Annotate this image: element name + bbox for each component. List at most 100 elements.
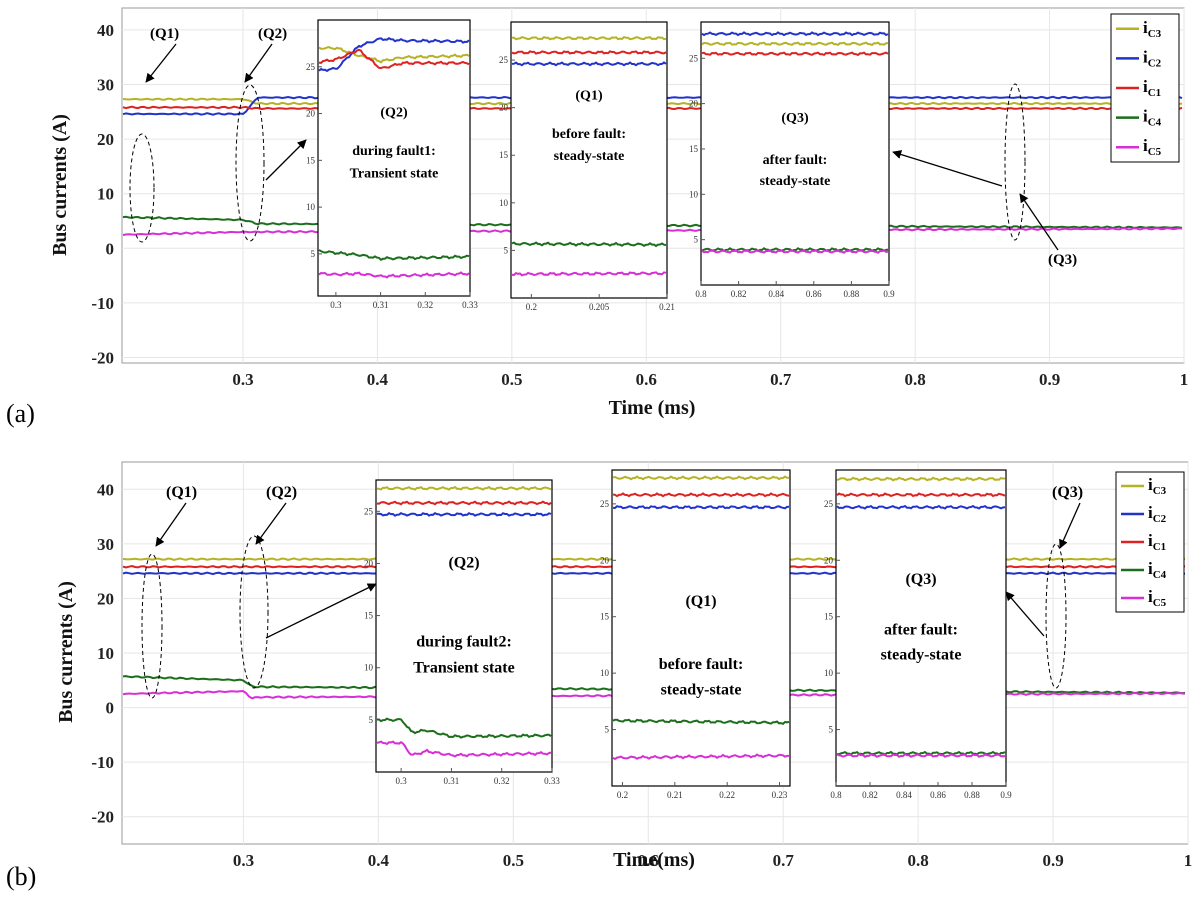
inset-y-tick-label: 10 (364, 663, 374, 673)
inset-x-tick-label: 0.88 (844, 289, 860, 299)
inset-y-tick-label: 20 (689, 99, 699, 109)
inset-x-tick-label: 0.23 (772, 790, 788, 800)
legend-label-c4: iC4 (1143, 107, 1162, 129)
y-tick-label: -10 (91, 753, 114, 772)
inset-y-tick-label: 5 (311, 249, 316, 259)
inset-y-tick-label: 10 (600, 668, 610, 678)
inset-x-tick-label: 0.2 (526, 302, 537, 312)
inset-label: (Q3) (781, 111, 809, 126)
inset-y-tick-label: 25 (689, 53, 699, 63)
inset-label: (Q1) (575, 88, 603, 103)
inset-series-ic1 (376, 500, 552, 506)
inset-x-tick-label: 0.32 (494, 776, 510, 786)
x-tick-label: 0.6 (636, 370, 657, 389)
inset-y-tick-label: 20 (824, 555, 834, 565)
panel-b-ellipse-q2 (239, 535, 269, 689)
inset-text-line1: after fault: (763, 153, 828, 168)
inset-text-line2: Transient state (350, 166, 439, 181)
legend-label-c1: iC1 (1143, 77, 1161, 99)
inset-y-tick-label: 25 (499, 55, 509, 65)
inset-y-tick-label: 15 (689, 144, 699, 154)
panel-a-annot-q3: (Q3) (1048, 252, 1077, 268)
y-tick-label: 20 (97, 589, 114, 608)
inset-x-tick-label: 0.2 (617, 790, 628, 800)
panel-a-arrow-q1 (145, 43, 177, 83)
inset-series-ic3 (318, 46, 470, 64)
inset-label: (Q1) (685, 593, 716, 610)
inset-x-tick-label: 0.82 (862, 790, 878, 800)
panel-b-annot-q3: (Q3) (1052, 484, 1083, 501)
panel-b-arrow-q3 (1059, 502, 1081, 549)
panel-b-arrow-q3-inset (1005, 591, 1045, 637)
panel-b-inset-q3: 25 20 15 10 5 0.8 0.82 0.84 0.86 0.88 0.9 (Q3) after… (824, 469, 1012, 800)
panel-a-arrow-q3 (1019, 193, 1059, 251)
y-tick-label: -20 (91, 808, 114, 827)
inset-series-ic4 (318, 249, 470, 262)
inset-y-tick-label: 15 (306, 155, 316, 165)
panel-b-x-axis-label: Time(ms) (613, 849, 695, 871)
panel-b-annot-q1: (Q1) (166, 484, 197, 501)
panel-b-inset-q1: 25 20 15 10 5 0.2 0.21 0.22 0.23 (Q1) before fault… (600, 469, 791, 800)
panel-a-x-ticks: 0.3 0.4 0.5 0.6 0.7 0.8 0.9 1 (232, 370, 1188, 389)
y-tick-label: 40 (97, 480, 114, 499)
x-tick-label: 0.6 (638, 851, 659, 870)
x-tick-label: 0.5 (501, 370, 522, 389)
legend-label-c4: iC4 (1148, 559, 1167, 581)
inset-series-ic1 (612, 492, 790, 498)
inset-y-tick-label: 15 (600, 612, 610, 622)
inset-series-ic5 (318, 271, 470, 279)
inset-x-tick-label: 0.31 (444, 776, 460, 786)
y-tick-label: -10 (91, 294, 114, 313)
inset-series-ic3 (836, 476, 1006, 482)
inset-series-ic2 (836, 504, 1006, 510)
inset-frame (700, 21, 890, 286)
x-tick-label: 0.8 (905, 370, 926, 389)
inset-y-tick-label: 20 (499, 103, 509, 113)
inset-x-tick-label: 0.82 (731, 289, 747, 299)
panel-a-arrow-q2 (244, 43, 273, 83)
inset-x-tick-label: 0.205 (589, 302, 610, 312)
x-tick-label: 0.7 (773, 851, 795, 870)
panel-a-inset-q3: 25 20 15 10 5 0.8 0.82 0.84 0.86 0.88 0.9 (Q3) after… (689, 21, 895, 299)
panel-b-y-ticks: 40 30 20 10 0 -10 -20 (91, 480, 114, 826)
panel-a-inset-q1: 25 20 15 10 5 0.2 0.205 0.21 (Q1) before fault: st… (499, 21, 675, 312)
inset-x-tick-label: 0.9 (883, 289, 895, 299)
inset-text-line1: during fault1: (352, 144, 436, 159)
panel-a-y-axis-label: Bus currents (A) (49, 114, 71, 256)
inset-label: (Q2) (448, 555, 479, 572)
inset-x-tick-label: 0.3 (330, 300, 342, 310)
inset-x-tick-label: 0.21 (667, 790, 683, 800)
inset-y-tick-label: 15 (364, 611, 374, 621)
y-tick-label: 0 (106, 699, 115, 718)
inset-y-tick-label: 15 (824, 612, 834, 622)
inset-series-ic3 (612, 475, 789, 481)
inset-text-line2: Transient state (413, 660, 514, 677)
inset-frame (835, 469, 1007, 787)
x-tick-label: 1 (1180, 370, 1189, 389)
inset-y-tick-label: 10 (306, 202, 316, 212)
legend-label-c3: iC3 (1148, 475, 1167, 497)
inset-x-tick-label: 0.9 (1000, 790, 1012, 800)
inset-series-ic4 (612, 718, 790, 725)
inset-y-tick-label: 25 (600, 499, 610, 509)
inset-series-ic5 (612, 753, 789, 761)
inset-y-tick-label: 20 (600, 555, 610, 565)
legend-label-c1: iC1 (1148, 531, 1166, 553)
panel-b: 40 30 20 10 0 -10 -20 0.3 0.4 0.5 0.6 0.7 0.8 0.9 1 B… (6, 461, 1192, 891)
inset-x-tick-label: 0.84 (768, 289, 784, 299)
inset-y-tick-label: 25 (364, 506, 374, 516)
inset-series-ic1 (511, 50, 667, 55)
inset-text-line1: during fault2: (416, 633, 512, 650)
panel-a-ellipse-q1 (129, 133, 155, 243)
x-tick-label: 0.8 (908, 851, 929, 870)
panel-b-inset-q2: 25 20 15 10 5 0.3 0.31 0.32 0.33 (Q2) during fault… (364, 479, 560, 786)
inset-text-line2: steady-state (661, 681, 742, 698)
x-tick-label: 0.3 (233, 851, 254, 870)
inset-y-tick-label: 5 (369, 715, 374, 725)
inset-y-tick-label: 10 (689, 189, 699, 199)
inset-frame (317, 19, 471, 297)
panel-a-arrow-q2-inset (265, 139, 307, 181)
inset-x-tick-label: 0.86 (806, 289, 822, 299)
panel-a-annot-q2: (Q2) (258, 26, 287, 42)
